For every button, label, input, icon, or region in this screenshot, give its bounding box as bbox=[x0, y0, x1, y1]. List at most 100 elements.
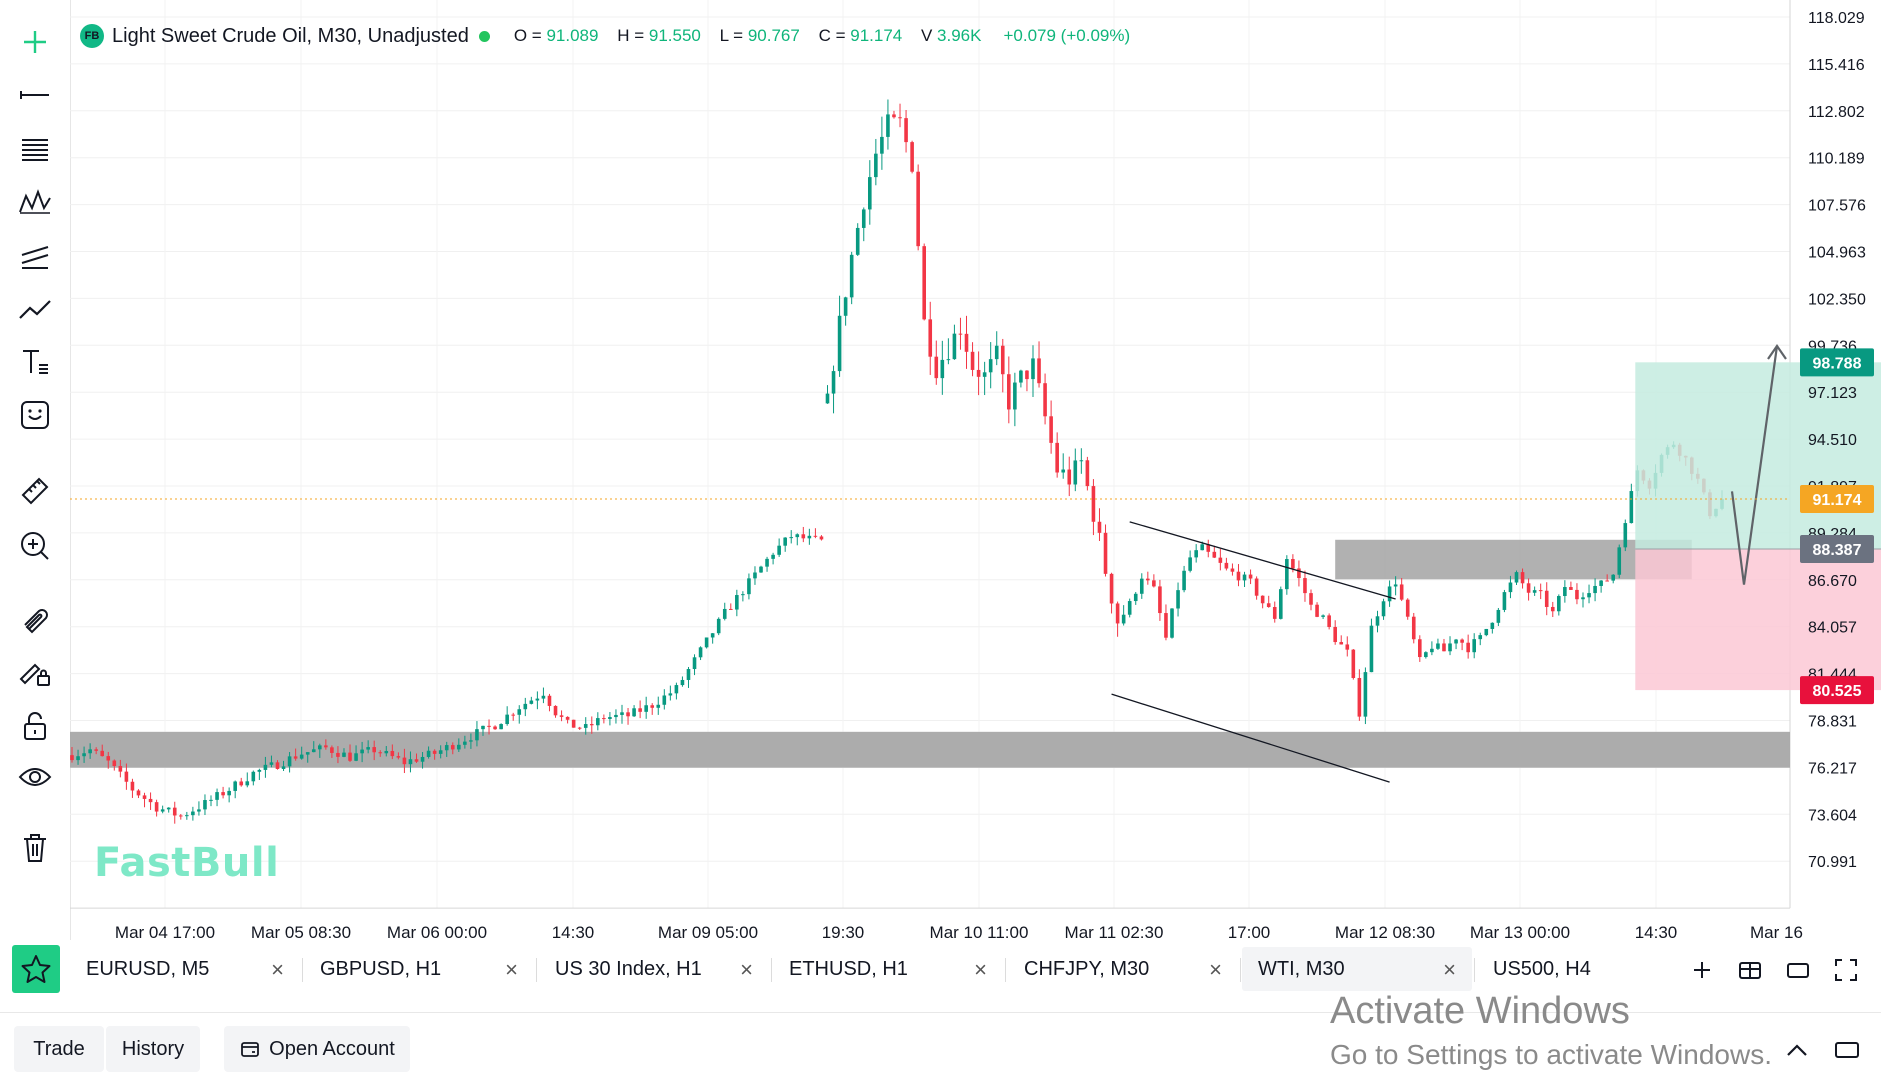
tab-4[interactable]: CHFJPY, M30 × bbox=[1008, 947, 1238, 991]
symbol-title[interactable]: Light Sweet Crude Oil, M30, Unadjusted bbox=[112, 24, 469, 47]
ruler-icon[interactable] bbox=[12, 470, 58, 512]
candle-body bbox=[1200, 544, 1205, 551]
candle-body bbox=[1581, 597, 1585, 600]
candle-body bbox=[1430, 648, 1434, 653]
candle-body bbox=[1127, 601, 1132, 615]
lock-drawing-icon[interactable] bbox=[12, 650, 58, 692]
close-icon[interactable]: × bbox=[1443, 957, 1456, 982]
candle-body bbox=[1115, 603, 1120, 624]
tab-0[interactable]: EURUSD, M5 × bbox=[70, 947, 300, 991]
candle-body bbox=[1285, 559, 1289, 590]
x-tick-label: Mar 12 08:30 bbox=[1335, 923, 1435, 940]
close-icon[interactable]: × bbox=[740, 957, 753, 982]
candle-body bbox=[414, 759, 419, 762]
fullscreen-icon[interactable] bbox=[1832, 956, 1860, 984]
price-label-box bbox=[1800, 484, 1874, 513]
candle-body bbox=[1152, 580, 1156, 587]
star-icon bbox=[21, 955, 51, 983]
candle-body bbox=[753, 572, 757, 579]
window-icon[interactable] bbox=[1784, 956, 1812, 984]
close-icon[interactable]: × bbox=[1209, 957, 1222, 982]
candle-body bbox=[160, 809, 165, 812]
eye-icon[interactable] bbox=[12, 756, 58, 798]
candle-body bbox=[952, 333, 957, 360]
candle-body bbox=[215, 792, 219, 800]
volume-value: 3.96K bbox=[937, 26, 982, 45]
tab-6[interactable]: US500, H4 bbox=[1477, 947, 1627, 991]
candle-body bbox=[1442, 643, 1446, 652]
candle-body bbox=[1248, 574, 1253, 579]
close-icon[interactable]: × bbox=[271, 957, 284, 982]
add-tab-icon[interactable] bbox=[1688, 956, 1716, 984]
candle-body bbox=[124, 771, 129, 782]
candle-body bbox=[493, 726, 497, 730]
candle-body bbox=[1381, 601, 1386, 617]
tab-label: EURUSD, M5 bbox=[86, 957, 210, 980]
candle-body bbox=[698, 647, 703, 658]
emoji-icon[interactable] bbox=[12, 394, 58, 436]
candle-body bbox=[1490, 622, 1495, 629]
close-icon[interactable]: × bbox=[505, 957, 518, 982]
channel-icon[interactable] bbox=[12, 234, 58, 276]
tab-separator bbox=[536, 958, 537, 982]
layout-icon[interactable] bbox=[1736, 956, 1764, 984]
candle-body bbox=[547, 695, 552, 706]
candle-body bbox=[1224, 562, 1229, 569]
crosshair-icon[interactable] bbox=[12, 21, 58, 63]
y-tick-label: 112.802 bbox=[1808, 104, 1865, 121]
open-account-label: Open Account bbox=[269, 1037, 395, 1060]
price-label-text: 91.174 bbox=[1813, 492, 1862, 509]
tab-3[interactable]: ETHUSD, H1 × bbox=[773, 947, 1003, 991]
y-tick-label: 110.189 bbox=[1808, 151, 1865, 168]
candle-body bbox=[1375, 616, 1380, 626]
history-button[interactable]: History bbox=[106, 1026, 200, 1072]
y-tick-label: 102.350 bbox=[1808, 291, 1866, 308]
open-account-button[interactable]: Open Account bbox=[224, 1026, 410, 1072]
candle-body bbox=[861, 209, 866, 228]
candle-body bbox=[910, 142, 914, 172]
candle-body bbox=[1550, 606, 1555, 612]
tab-label: ETHUSD, H1 bbox=[789, 957, 908, 980]
candle-body bbox=[263, 764, 268, 770]
candle-body bbox=[1605, 580, 1609, 582]
candle-body bbox=[976, 369, 981, 377]
candle-body bbox=[662, 695, 667, 705]
text-tool-icon[interactable] bbox=[12, 341, 58, 383]
trade-button[interactable]: Trade bbox=[14, 1026, 104, 1072]
close-icon[interactable]: × bbox=[974, 957, 987, 982]
trash-icon[interactable] bbox=[12, 826, 58, 868]
candle-body bbox=[257, 769, 262, 772]
fib-lines-icon[interactable] bbox=[12, 128, 58, 170]
candle-body bbox=[614, 714, 618, 718]
candle-body bbox=[1055, 442, 1059, 473]
panel-icon[interactable] bbox=[1832, 1035, 1862, 1065]
candle-body bbox=[1230, 568, 1235, 572]
favorites-button[interactable] bbox=[12, 945, 60, 993]
candle-body bbox=[1399, 584, 1404, 600]
candle-body bbox=[801, 534, 806, 539]
candle-body bbox=[855, 227, 860, 255]
candle-body bbox=[535, 698, 540, 701]
zoom-in-icon[interactable] bbox=[12, 525, 58, 567]
pattern-icon[interactable] bbox=[12, 181, 58, 223]
price-label-box bbox=[1800, 534, 1874, 563]
magnet-icon[interactable] bbox=[12, 596, 58, 638]
candle-body bbox=[674, 685, 679, 694]
x-tick-label: Mar 04 17:00 bbox=[115, 923, 215, 940]
candle-body bbox=[245, 781, 250, 786]
tab-1[interactable]: GBPUSD, H1 × bbox=[304, 947, 534, 991]
candle-body bbox=[904, 118, 908, 143]
trend-line-icon[interactable] bbox=[12, 288, 58, 330]
candle-body bbox=[1194, 550, 1198, 558]
candle-body bbox=[1418, 639, 1422, 658]
tab-2[interactable]: US 30 Index, H1 × bbox=[539, 947, 769, 991]
candle-body bbox=[529, 700, 534, 704]
horizontal-line-icon[interactable] bbox=[12, 74, 58, 116]
price-chart[interactable]: 118.029 115.416 112.802 110.189 107.576 104.9… bbox=[70, 0, 1881, 940]
candle-body bbox=[1333, 626, 1337, 643]
tab-5[interactable]: WTI, M30 × bbox=[1242, 947, 1472, 991]
candle-body bbox=[1013, 382, 1017, 410]
chevron-up-icon[interactable] bbox=[1782, 1035, 1812, 1065]
lock-icon[interactable] bbox=[12, 704, 58, 746]
chart-area[interactable]: 118.029 115.416 112.802 110.189 107.576 104.9… bbox=[70, 0, 1881, 940]
